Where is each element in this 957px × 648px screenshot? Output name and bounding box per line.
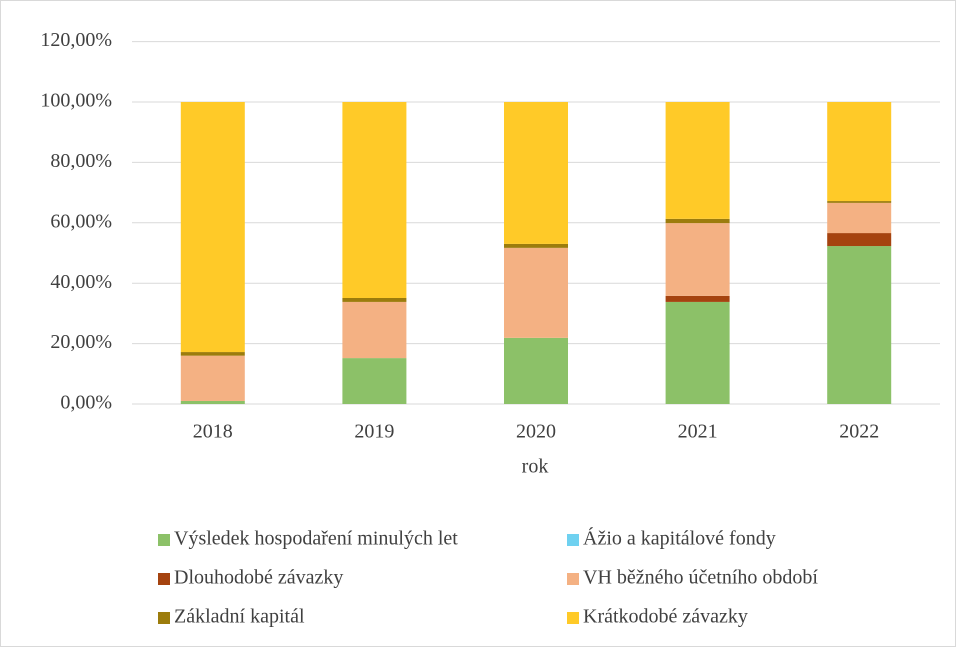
bar-segment	[504, 247, 568, 338]
x-tick-label: 2018	[193, 421, 233, 443]
legend-label: VH běžného účetního období	[583, 567, 818, 589]
bar-segment	[665, 218, 730, 224]
bar-segment	[665, 102, 730, 219]
legend-swatch	[158, 612, 170, 624]
x-tick-label: 2020	[516, 421, 556, 443]
bar-segment	[342, 102, 407, 298]
x-tick-label: 2019	[354, 421, 394, 443]
legend-swatch	[158, 534, 170, 546]
legend-swatch	[567, 534, 579, 546]
bar-segment	[342, 358, 407, 404]
y-tick-label: 120,00%	[40, 29, 112, 51]
bar-segment	[827, 202, 892, 234]
bar-segment	[665, 301, 730, 404]
y-tick-label: 100,00%	[40, 90, 112, 112]
x-tick-label: 2022	[839, 421, 879, 443]
x-axis-label: rok	[522, 456, 549, 478]
bar-segment	[504, 337, 568, 404]
y-tick-label: 40,00%	[50, 271, 112, 293]
legend-label: Ážio a kapitálové fondy	[583, 527, 776, 550]
bar-segment	[665, 223, 730, 296]
bar-segment	[827, 102, 892, 202]
bar-segment	[504, 102, 568, 244]
legend-label: Výsledek hospodaření minulých let	[174, 528, 458, 550]
bar-segment	[827, 246, 892, 404]
bar-segment	[180, 400, 245, 404]
bar-segment	[180, 352, 245, 356]
bar-segment	[180, 355, 245, 401]
bar-segment	[827, 201, 892, 203]
y-tick-label: 0,00%	[60, 392, 112, 414]
legend-swatch	[158, 573, 170, 585]
bar-segment	[180, 102, 245, 353]
legend-label: Dlouhodobé závazky	[174, 567, 343, 589]
bar-segment	[665, 295, 730, 302]
legend-swatch	[567, 573, 579, 585]
bar-segment	[342, 301, 407, 359]
y-tick-label: 20,00%	[50, 331, 112, 353]
legend-label: Krátkodobé závazky	[583, 606, 748, 628]
y-tick-label: 60,00%	[50, 210, 112, 232]
y-tick-label: 80,00%	[50, 150, 112, 172]
bar-segment	[342, 297, 407, 302]
legend-swatch	[567, 612, 579, 624]
bar-segment	[504, 243, 568, 248]
legend-label: Základní kapitál	[174, 606, 305, 628]
x-tick-label: 2021	[678, 421, 718, 443]
bar-segment	[827, 233, 892, 247]
